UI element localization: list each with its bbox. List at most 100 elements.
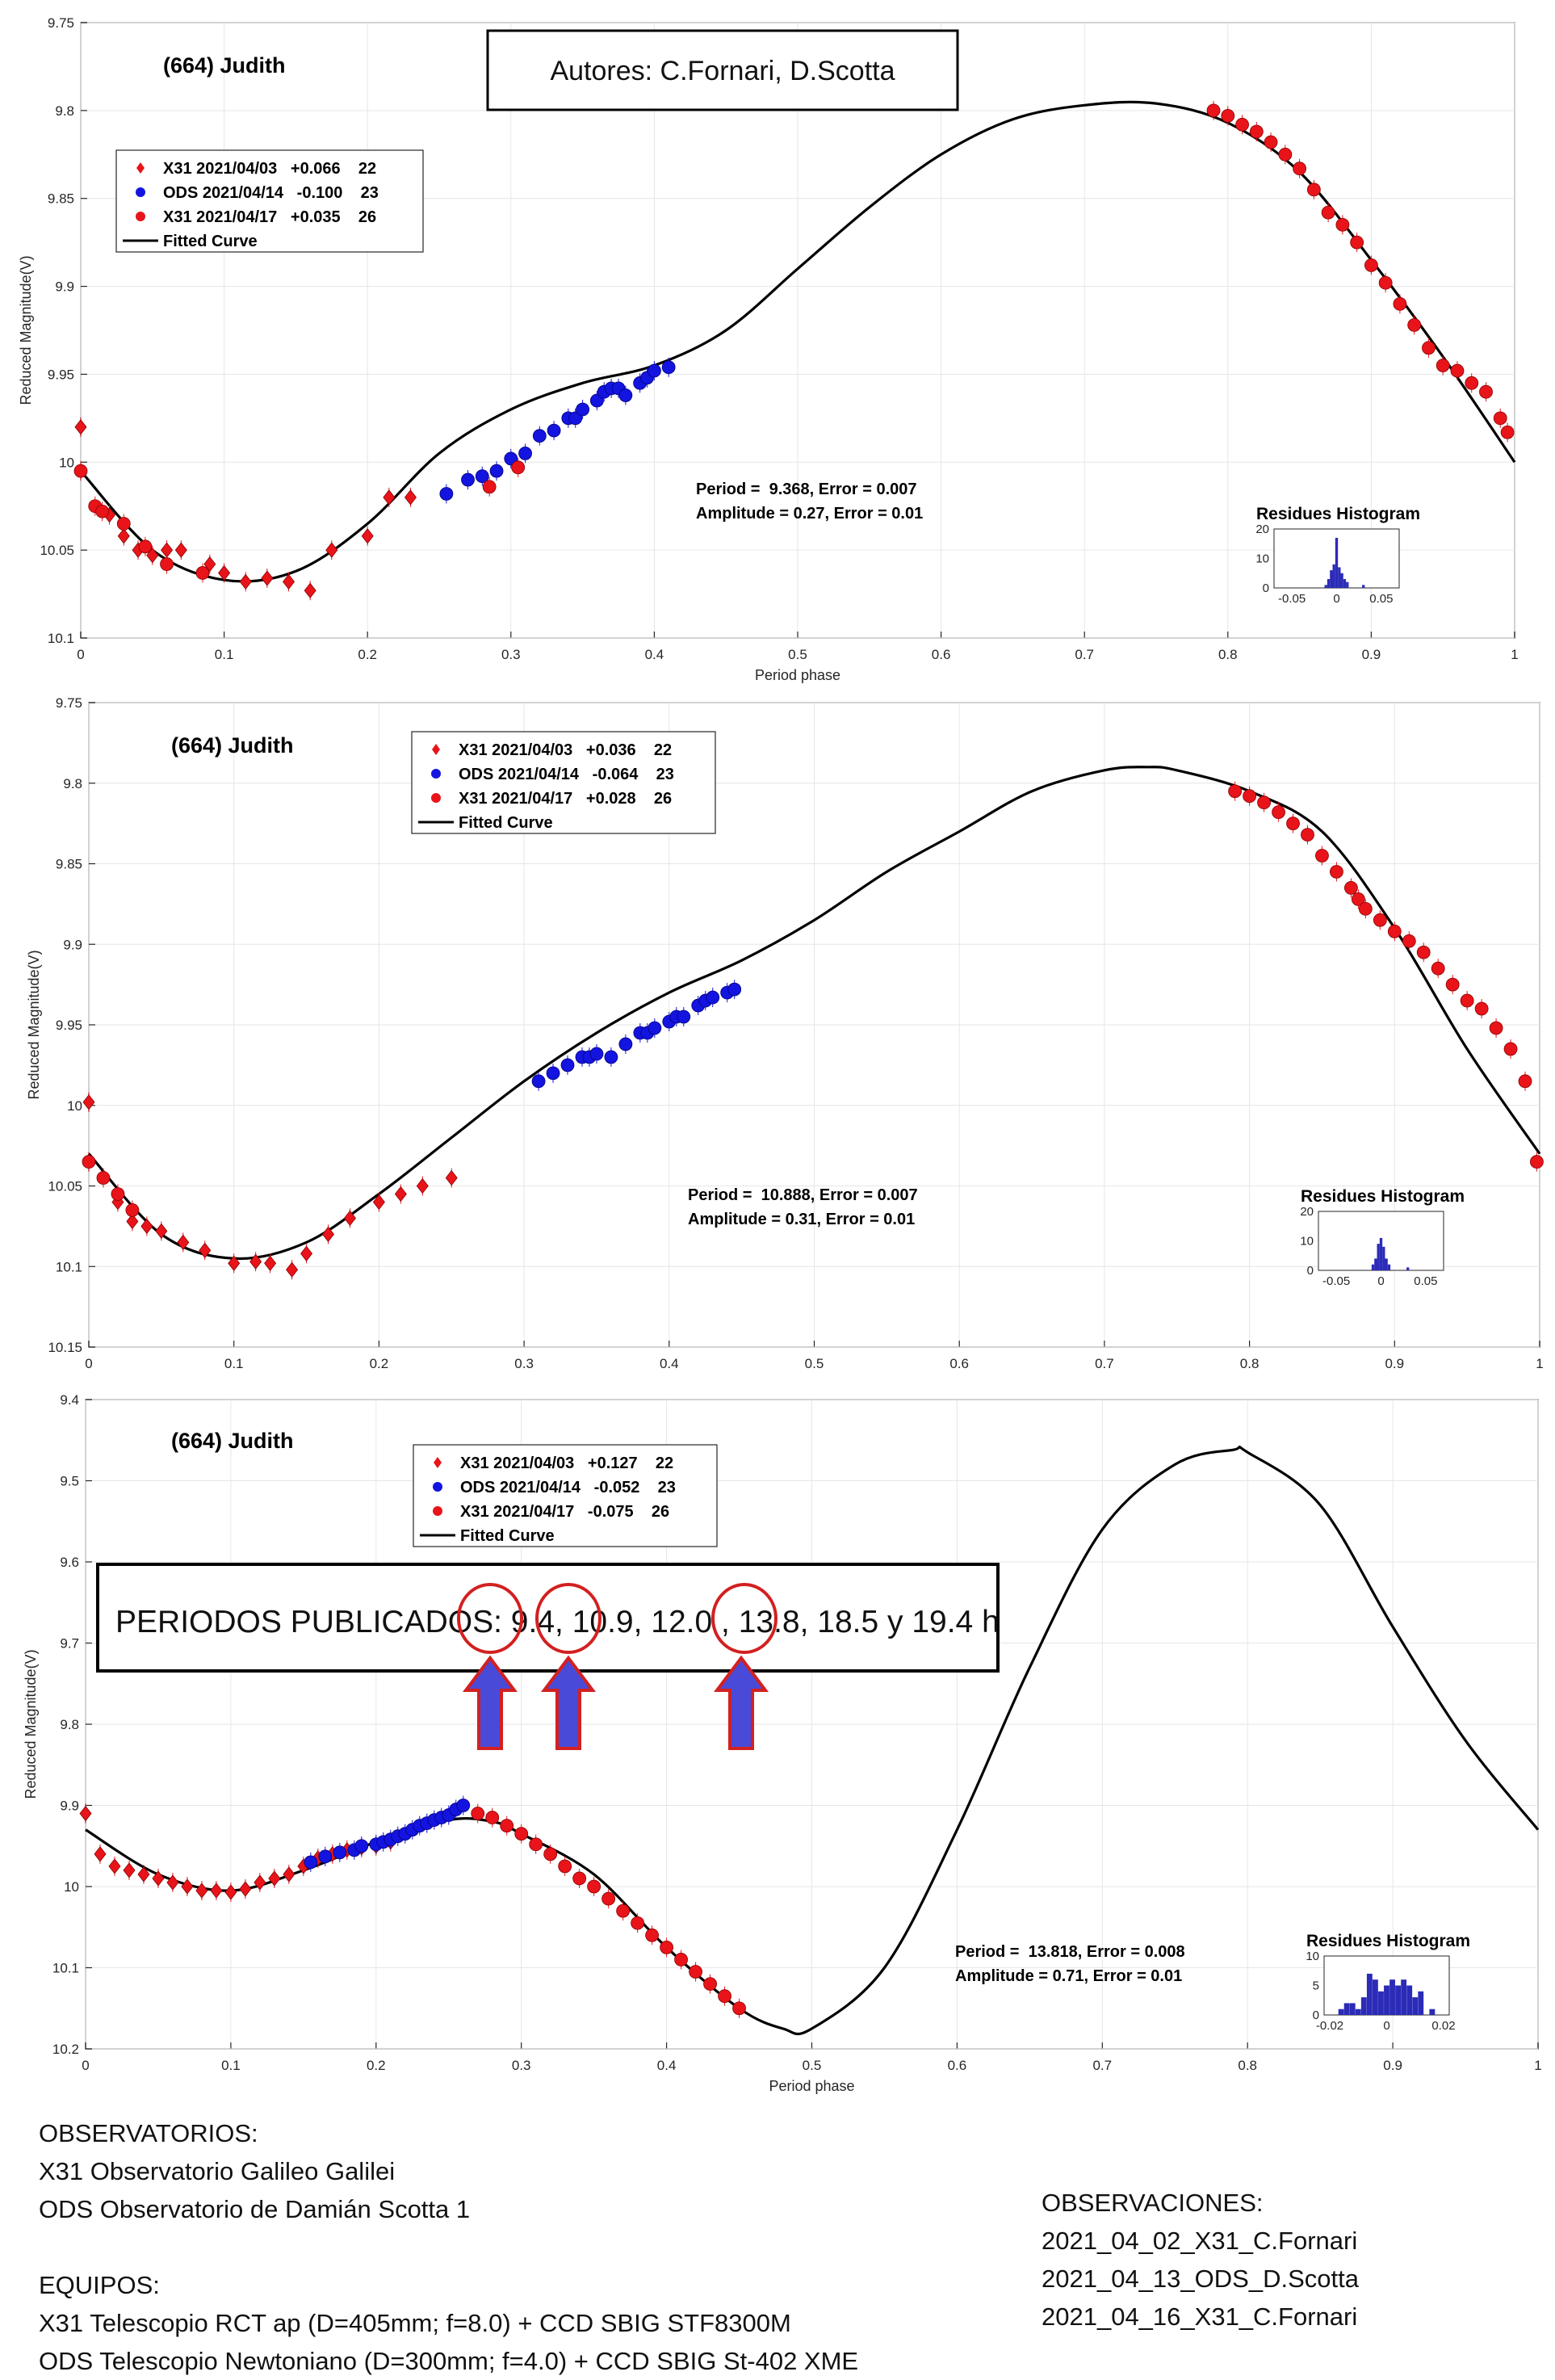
x-tick-label: 0 bbox=[82, 2058, 89, 2073]
data-point bbox=[96, 1171, 111, 1185]
authors-text: Autores: C.Fornari, D.Scotta bbox=[550, 56, 895, 86]
data-point bbox=[318, 1849, 333, 1864]
x-tick-label: 0.8 bbox=[1218, 647, 1238, 662]
legend-label: ODS 2021/04/14 -0.064 23 bbox=[459, 766, 674, 783]
data-point bbox=[123, 1862, 136, 1878]
x-tick-label: 0.1 bbox=[215, 647, 234, 662]
y-tick-label: 9.95 bbox=[56, 1018, 82, 1033]
legend-label: Fitted Curve bbox=[163, 233, 258, 250]
chart-panel-2: 0 0.1 0.2 0.3 0.4 0.5 0.6 0.7 0.8 0.9 1 9.75 9.8 9.85… bbox=[0, 686, 1555, 1377]
data-point bbox=[1351, 892, 1365, 906]
data-point bbox=[1474, 1001, 1489, 1016]
histogram-x-tick: -0.05 bbox=[1322, 1274, 1350, 1288]
x-tick-label: 0.5 bbox=[788, 647, 807, 662]
x-tick-label: 1 bbox=[1536, 1356, 1543, 1371]
authors-box bbox=[486, 29, 959, 111]
x-tick-label: 0.6 bbox=[949, 1356, 969, 1371]
published-periods-box bbox=[96, 1563, 1000, 1673]
histogram-bar bbox=[1429, 2009, 1436, 2015]
y-tick-label: 10.05 bbox=[48, 1179, 82, 1194]
chart-1-svg: 0 0.1 0.2 0.3 0.4 0.5 0.6 0.7 0.8 0.9 1 9.75 9.8 9.85… bbox=[18, 15, 1519, 683]
data-point bbox=[532, 429, 547, 443]
data-point bbox=[1343, 881, 1358, 895]
y-tick-label: 10.15 bbox=[48, 1340, 82, 1355]
x-axis-label: Period phase bbox=[771, 1376, 857, 1377]
x-tick-label: 0.3 bbox=[512, 2058, 531, 2073]
data-point bbox=[79, 1805, 92, 1822]
histogram-title: Residues Histogram bbox=[1306, 1932, 1470, 1950]
histogram-bar bbox=[1382, 1246, 1385, 1270]
y-tick-label: 10.05 bbox=[40, 543, 74, 558]
data-point bbox=[518, 447, 532, 460]
data-point bbox=[1301, 828, 1314, 842]
data-point bbox=[1264, 135, 1278, 149]
histogram-bar bbox=[1372, 1979, 1378, 2015]
data-point bbox=[661, 360, 676, 375]
legend-marker bbox=[432, 744, 440, 755]
data-point bbox=[1278, 147, 1293, 162]
data-point bbox=[1407, 318, 1422, 332]
histogram-bar bbox=[1335, 537, 1339, 588]
published-periods-part: 10.9 bbox=[572, 1605, 634, 1639]
data-point bbox=[354, 1839, 369, 1853]
period-arrow bbox=[463, 1655, 518, 1750]
data-point bbox=[321, 1226, 335, 1243]
data-point bbox=[160, 557, 174, 571]
data-point bbox=[261, 570, 274, 586]
histogram-x-tick: 0.05 bbox=[1369, 592, 1393, 606]
histogram-y-tick: 5 bbox=[1313, 1979, 1319, 1993]
published-periods-part: PERIODOS PUBLICADOS: bbox=[115, 1605, 511, 1639]
data-point bbox=[1243, 789, 1256, 804]
stats-text: Amplitude = 0.71, Error = 0.01 bbox=[955, 1967, 1182, 1985]
data-point bbox=[568, 411, 583, 426]
footer-left-line: OBSERVATORIOS: bbox=[39, 2119, 258, 2147]
data-point bbox=[1402, 934, 1416, 948]
data-point bbox=[361, 528, 374, 544]
data-point bbox=[239, 1881, 252, 1897]
legend-label: X31 2021/04/03 +0.066 22 bbox=[163, 160, 376, 178]
y-tick-label: 9.75 bbox=[56, 695, 82, 711]
data-point bbox=[195, 1883, 208, 1899]
published-periods-part: 12.0 bbox=[651, 1605, 712, 1639]
published-periods-part: , bbox=[634, 1605, 652, 1639]
legend-label: X31 2021/04/03 +0.127 22 bbox=[460, 1454, 673, 1472]
histogram-bar bbox=[1346, 581, 1349, 588]
chart-panel-1: 0 0.1 0.2 0.3 0.4 0.5 0.6 0.7 0.8 0.9 1 9.75 9.8 9.85… bbox=[0, 0, 1555, 686]
data-point bbox=[1321, 205, 1335, 220]
data-point bbox=[1378, 275, 1393, 290]
data-point bbox=[333, 1845, 347, 1860]
stats-text: Amplitude = 0.27, Error = 0.01 bbox=[696, 505, 923, 523]
footer-right-line: 2021_04_16_X31_C.Fornari bbox=[1042, 2302, 1358, 2331]
data-point bbox=[546, 1066, 560, 1081]
data-point bbox=[445, 1169, 458, 1186]
x-tick-label: 0.9 bbox=[1383, 2058, 1402, 2073]
histogram-y-tick: 0 bbox=[1307, 1264, 1314, 1278]
data-point bbox=[416, 1177, 429, 1194]
footer-right-line: OBSERVACIONES: bbox=[1042, 2189, 1264, 2217]
published-periods-part: , bbox=[800, 1605, 818, 1639]
data-point bbox=[254, 1874, 266, 1891]
footer-left-line: X31 Observatorio Galileo Galilei bbox=[39, 2157, 396, 2185]
data-point bbox=[529, 1837, 543, 1852]
x-tick-label: 1 bbox=[1511, 647, 1518, 662]
histogram-bar bbox=[1362, 585, 1365, 588]
data-point bbox=[531, 1074, 546, 1089]
data-point bbox=[471, 1807, 485, 1820]
footer-right-line: 2021_04_13_ODS_D.Scotta bbox=[1042, 2265, 1359, 2293]
x-tick-label: 0.6 bbox=[932, 647, 951, 662]
data-point bbox=[689, 1965, 702, 1979]
y-tick-label: 9.5 bbox=[60, 1474, 79, 1489]
y-tick-label: 9.8 bbox=[63, 776, 82, 791]
data-point bbox=[394, 1186, 407, 1203]
legend-label: ODS 2021/04/14 -0.100 23 bbox=[163, 184, 379, 202]
data-point bbox=[1206, 103, 1221, 118]
published-periods-text: PERIODOS PUBLICADOS: 9.4, 10.9, 12.0 , 1… bbox=[115, 1605, 1000, 1639]
stats-text: Period = 9.368, Error = 0.007 bbox=[696, 481, 917, 498]
histogram-bar bbox=[1385, 1258, 1388, 1270]
histogram-x-tick: 0 bbox=[1383, 2019, 1389, 2033]
data-point bbox=[140, 1218, 153, 1235]
stats-text: Period = 13.818, Error = 0.008 bbox=[955, 1943, 1185, 1961]
data-point bbox=[126, 1213, 139, 1230]
data-point bbox=[558, 1859, 572, 1874]
period-circle bbox=[535, 1583, 601, 1654]
